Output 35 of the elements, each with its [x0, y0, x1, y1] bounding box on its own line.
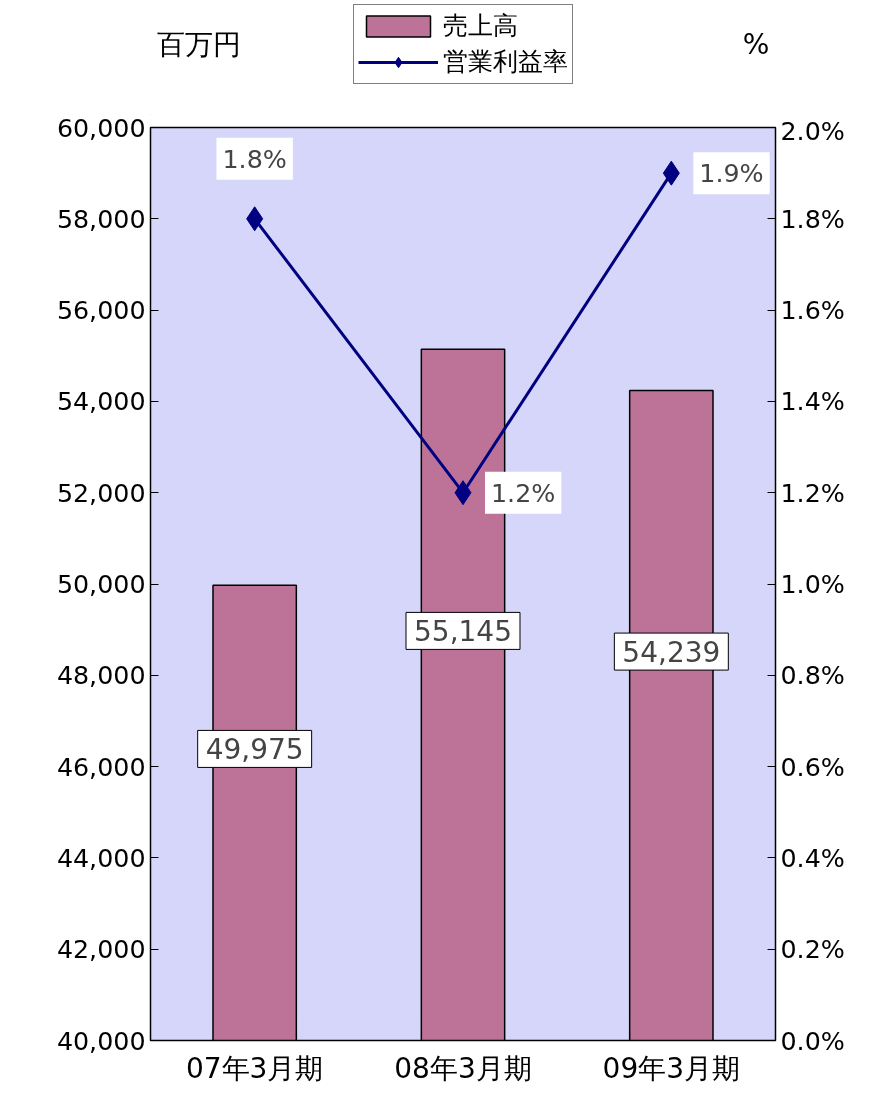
y2-tick-label: 1.2%: [780, 477, 845, 508]
y-tick-label: 60,000: [56, 112, 146, 143]
y2-tick-label: 1.6%: [780, 295, 845, 326]
legend-label: 売上高: [442, 9, 518, 42]
y2-tick-label: 1.8%: [780, 203, 845, 234]
x-tick-label: 08年3月期: [394, 1051, 532, 1085]
data-label: 1.9%: [699, 158, 764, 189]
y-tick-label: 50,000: [56, 569, 146, 599]
y-tick-label: 46,000: [56, 751, 146, 782]
y-tick-label: 40,000: [56, 1025, 146, 1056]
data-label: 1.8%: [222, 143, 287, 174]
y-tick-label: 54,000: [56, 386, 146, 417]
y2-tick-label: 0.6%: [780, 751, 845, 782]
y2-tick-label: 1.0%: [780, 569, 845, 599]
y-tick-label: 48,000: [56, 660, 146, 691]
y-tick-label: 52,000: [56, 477, 146, 508]
y-tick-label: 56,000: [56, 295, 146, 326]
x-tick-label: 09年3月期: [602, 1051, 741, 1085]
data-label: 1.2%: [491, 477, 556, 508]
y-tick-label: 58,000: [56, 203, 146, 234]
y2-tick-label: 0.0%: [780, 1025, 845, 1056]
y2-tick-label: 1.4%: [780, 386, 845, 417]
data-label: 55,145: [414, 615, 512, 649]
y-tick-label: 44,000: [56, 842, 146, 873]
y-axis-title: 百万円: [156, 27, 241, 61]
legend-label: 営業利益率: [442, 45, 568, 78]
x-tick-label: 07年3月期: [185, 1051, 324, 1085]
data-label: 49,975: [205, 733, 304, 767]
y2-tick-label: 0.4%: [780, 842, 845, 873]
y2-tick-label: 2.0%: [780, 115, 845, 146]
y-tick-label: 42,000: [56, 934, 146, 965]
y2-tick-label: 0.8%: [780, 660, 845, 691]
data-label: 54,239: [622, 636, 721, 670]
y2-tick-label: 0.2%: [780, 934, 845, 965]
y2-axis-title: %: [742, 27, 770, 61]
